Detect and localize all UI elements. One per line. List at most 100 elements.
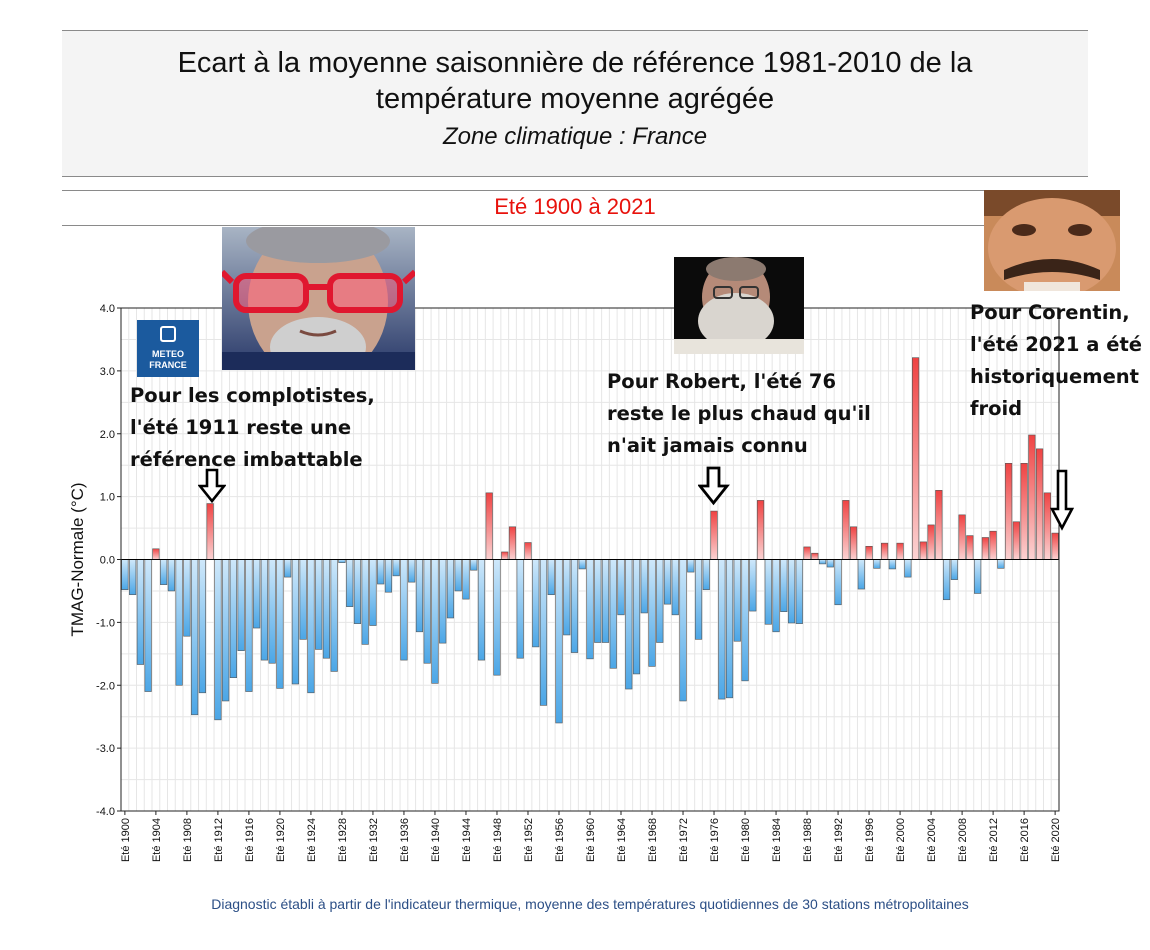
bar-1942 — [446, 559, 455, 619]
logo-mark-icon — [160, 326, 176, 342]
bar-1981 — [749, 559, 757, 612]
x-tick-label: Eté 1944 — [461, 818, 473, 862]
bar-1932 — [369, 559, 377, 626]
bar-1973 — [687, 559, 695, 573]
bar-1965 — [625, 559, 633, 690]
bar-1979 — [733, 559, 741, 642]
bar-1934 — [384, 559, 393, 593]
bar-2012 — [989, 530, 997, 560]
robert-photo — [674, 257, 804, 354]
bar-1915 — [237, 559, 245, 651]
annotation-line: Pour les complotistes, — [130, 384, 375, 407]
bar-1992 — [834, 559, 842, 606]
bar-2016 — [1020, 463, 1028, 560]
y-tick-label: 4.0 — [100, 303, 115, 315]
bar-2006 — [943, 559, 951, 601]
bar-1956 — [555, 559, 563, 724]
bar-1916 — [245, 559, 253, 692]
bar-1957 — [563, 559, 571, 636]
bar-1948 — [493, 559, 501, 676]
bar-1952 — [524, 542, 532, 560]
annotation-line: historiquement — [970, 365, 1140, 388]
x-tick-label: Eté 1924 — [306, 818, 318, 862]
bar-2018 — [1036, 448, 1044, 560]
logo-line2: FRANCE — [149, 360, 187, 370]
bar-1907 — [175, 559, 183, 686]
bar-1927 — [330, 559, 338, 672]
bar-2003 — [919, 541, 927, 560]
bar-1966 — [632, 559, 641, 675]
bar-1901 — [129, 559, 137, 596]
bar-1923 — [299, 559, 307, 640]
bar-1962 — [601, 559, 610, 643]
bar-1954 — [539, 559, 548, 706]
bar-1929 — [346, 559, 354, 607]
y-tick-label: 3.0 — [100, 366, 115, 378]
bar-1924 — [307, 559, 315, 694]
x-tick-label: Eté 1976 — [709, 818, 721, 862]
bar-2007 — [950, 559, 958, 580]
bar-1958 — [570, 559, 579, 653]
bar-1903 — [144, 559, 152, 692]
bar-1944 — [462, 559, 470, 600]
bar-1931 — [361, 559, 369, 645]
bar-1943 — [454, 559, 462, 592]
bar-1974 — [694, 559, 703, 640]
bar-1913 — [222, 559, 230, 702]
bar-1914 — [229, 559, 237, 679]
annotation-line: l'été 1911 reste une — [130, 416, 352, 439]
bar-1919 — [268, 559, 276, 664]
bar-1971 — [671, 559, 679, 616]
bar-1978 — [725, 559, 734, 699]
bar-1993 — [842, 500, 850, 560]
bar-2008 — [958, 514, 966, 560]
x-tick-label: Eté 1900 — [120, 818, 132, 862]
annotation-line: Pour Corentin, — [970, 301, 1130, 324]
chart-title-line2: température moyenne agrégée — [375, 83, 775, 115]
bar-1970 — [663, 559, 672, 605]
bar-1951 — [516, 559, 524, 659]
bar-1925 — [315, 559, 323, 650]
bar-2017 — [1028, 434, 1036, 560]
bar-1905 — [160, 559, 168, 585]
bar-1959 — [578, 559, 586, 570]
bar-2002 — [912, 357, 920, 560]
x-tick-label: Eté 1928 — [337, 818, 349, 862]
x-tick-label: Eté 1980 — [740, 818, 752, 862]
bar-1998 — [881, 542, 889, 560]
bar-1912 — [214, 559, 222, 721]
bar-1950 — [508, 526, 517, 560]
bar-1977 — [718, 559, 726, 700]
bar-1920 — [276, 559, 284, 689]
bar-1964 — [617, 559, 625, 616]
x-tick-label: Eté 1912 — [213, 818, 225, 862]
bar-1988 — [803, 546, 811, 560]
bar-1939 — [423, 559, 431, 664]
bar-1921 — [284, 559, 292, 578]
arrow-down-icon — [698, 466, 730, 506]
bar-1917 — [253, 559, 261, 629]
bar-1936 — [400, 559, 408, 661]
x-tick-label: Eté 1904 — [151, 818, 163, 862]
bar-1960 — [586, 559, 594, 660]
chart-subtitle: Zone climatique : France — [442, 123, 708, 150]
bar-2001 — [904, 559, 912, 578]
bar-1994 — [849, 526, 858, 560]
annotation-line: Pour Robert, l'été 76 — [607, 370, 837, 393]
bar-1906 — [167, 559, 175, 592]
bar-1967 — [640, 559, 648, 614]
annotation-line: froid — [970, 397, 1023, 420]
bar-1940 — [431, 559, 439, 684]
season-label: Eté 1900 à 2021 — [494, 194, 656, 219]
x-tick-label: Eté 1908 — [182, 818, 194, 862]
x-tick-label: Eté 2012 — [988, 818, 1000, 862]
bar-1918 — [260, 559, 268, 661]
x-tick-label: Eté 1960 — [585, 818, 597, 862]
bar-1949 — [501, 551, 509, 560]
bar-1937 — [408, 559, 416, 583]
bar-1980 — [741, 559, 749, 682]
x-tick-label: Eté 1932 — [368, 818, 380, 862]
bar-1911 — [206, 503, 214, 560]
bar-1990 — [818, 559, 827, 565]
